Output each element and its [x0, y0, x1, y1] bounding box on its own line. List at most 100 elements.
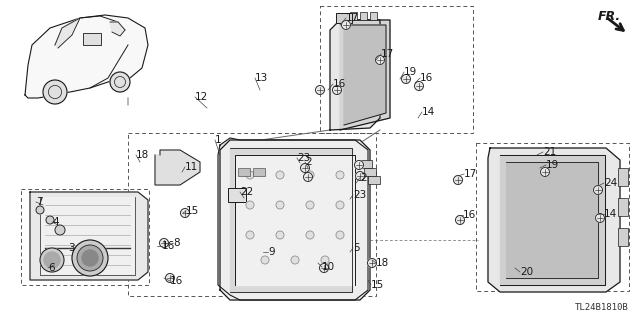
Text: 18: 18	[376, 258, 389, 268]
Circle shape	[401, 75, 410, 84]
Text: 9: 9	[268, 247, 275, 257]
Polygon shape	[506, 162, 598, 278]
Circle shape	[72, 240, 108, 276]
Text: 16: 16	[420, 73, 433, 83]
Text: 24: 24	[604, 178, 617, 188]
Circle shape	[355, 172, 365, 181]
Polygon shape	[340, 20, 390, 130]
Text: 16: 16	[170, 276, 183, 286]
Text: 19: 19	[404, 67, 417, 77]
Bar	[360, 160, 372, 168]
Text: 19: 19	[546, 160, 559, 170]
Text: 1: 1	[215, 135, 221, 145]
Text: 8: 8	[173, 238, 180, 248]
Polygon shape	[55, 18, 80, 48]
Circle shape	[333, 85, 342, 94]
Circle shape	[276, 171, 284, 179]
Text: 10: 10	[322, 262, 335, 272]
Text: 13: 13	[255, 73, 268, 83]
Text: 16: 16	[463, 210, 476, 220]
Circle shape	[367, 258, 376, 268]
Circle shape	[342, 20, 351, 29]
Circle shape	[77, 245, 103, 271]
Circle shape	[456, 216, 465, 225]
Polygon shape	[488, 148, 620, 292]
Polygon shape	[230, 148, 352, 292]
Polygon shape	[330, 20, 380, 130]
Bar	[364, 168, 376, 176]
Bar	[238, 168, 250, 176]
Bar	[21, 189, 149, 285]
Circle shape	[336, 201, 344, 209]
Bar	[618, 228, 628, 246]
Text: 14: 14	[604, 209, 617, 219]
Bar	[360, 12, 367, 20]
Polygon shape	[344, 25, 386, 125]
Circle shape	[276, 201, 284, 209]
Bar	[228, 188, 246, 202]
Circle shape	[43, 80, 67, 104]
Circle shape	[180, 209, 189, 218]
Text: 20: 20	[520, 267, 533, 277]
Circle shape	[55, 225, 65, 235]
Circle shape	[246, 201, 254, 209]
Circle shape	[595, 213, 605, 222]
Circle shape	[306, 231, 314, 239]
Polygon shape	[218, 138, 368, 300]
Text: 6: 6	[48, 263, 54, 273]
Bar	[128, 133, 376, 296]
Bar	[83, 33, 101, 45]
Text: 16: 16	[162, 241, 175, 251]
Text: 12: 12	[195, 92, 208, 102]
Text: 14: 14	[422, 107, 435, 117]
Bar	[350, 12, 357, 20]
Polygon shape	[40, 197, 135, 275]
Circle shape	[46, 216, 54, 224]
Polygon shape	[235, 155, 355, 285]
Circle shape	[291, 256, 299, 264]
Polygon shape	[500, 155, 605, 285]
Circle shape	[82, 250, 98, 266]
Bar	[618, 168, 628, 186]
Bar	[336, 13, 352, 23]
Circle shape	[246, 171, 254, 179]
Circle shape	[159, 239, 168, 248]
Text: 5: 5	[353, 243, 360, 253]
Polygon shape	[25, 15, 148, 98]
Circle shape	[303, 173, 312, 182]
Circle shape	[454, 175, 463, 184]
Text: 18: 18	[136, 150, 149, 160]
Circle shape	[336, 231, 344, 239]
Text: 15: 15	[186, 206, 199, 216]
Circle shape	[306, 171, 314, 179]
Text: 2: 2	[360, 173, 367, 183]
Circle shape	[376, 56, 385, 64]
Text: 4: 4	[52, 217, 59, 227]
Bar	[320, 6, 473, 133]
Circle shape	[246, 231, 254, 239]
Circle shape	[36, 206, 44, 214]
Circle shape	[44, 252, 60, 268]
Polygon shape	[220, 140, 370, 300]
Text: 2: 2	[305, 157, 312, 167]
Bar	[370, 12, 377, 20]
Circle shape	[316, 85, 324, 94]
Text: 11: 11	[185, 162, 198, 172]
Circle shape	[415, 81, 424, 91]
Circle shape	[166, 273, 175, 283]
Text: 21: 21	[543, 147, 556, 157]
Circle shape	[336, 171, 344, 179]
Circle shape	[321, 256, 329, 264]
Polygon shape	[155, 150, 200, 185]
Polygon shape	[110, 22, 125, 36]
Text: TL24B1810B: TL24B1810B	[575, 303, 628, 313]
Circle shape	[40, 248, 64, 272]
Bar	[476, 143, 629, 291]
Text: 23: 23	[297, 153, 310, 163]
Text: 17: 17	[346, 13, 359, 23]
Bar	[618, 198, 628, 216]
Circle shape	[319, 263, 328, 272]
Text: 7: 7	[36, 197, 43, 207]
Text: FR.: FR.	[598, 10, 621, 23]
Text: 15: 15	[371, 280, 384, 290]
